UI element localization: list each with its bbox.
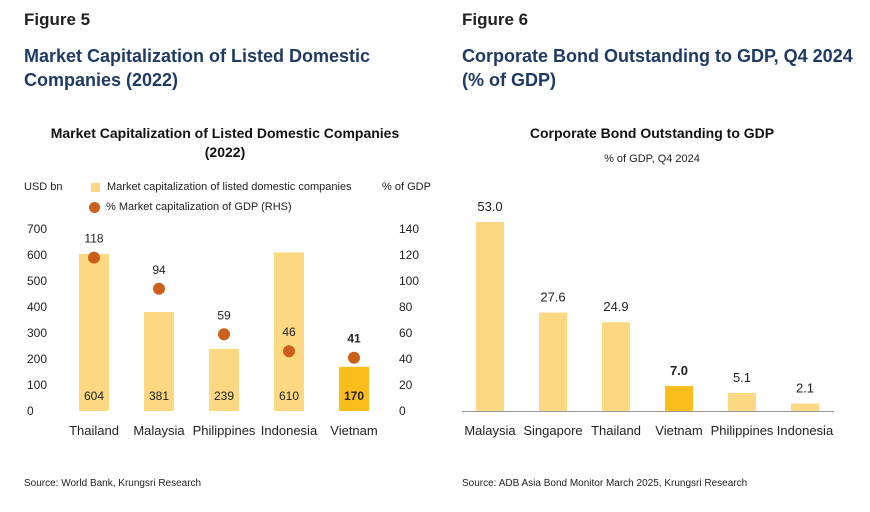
chart-1-bar [274,252,304,411]
figure-5-panel: Figure 5 Market Capitalization of Listed… [24,10,431,489]
chart-1-dot [283,345,295,358]
chart-1-dot [153,282,165,295]
chart-1-dot-value-label: 94 [152,263,166,277]
chart-1-left-tick-label: 400 [27,300,47,314]
figure-5-label: Figure 5 [24,10,91,29]
chart-1-bar-value-label: 381 [149,389,169,403]
legend-label-bar: Market capitalization of listed domestic… [107,181,352,193]
chart-1-right-axis-unit: % of GDP [382,181,431,193]
chart-1-dot [348,351,360,364]
chart-1-dot-value-label: 59 [217,308,231,322]
chart-1-bar [79,253,109,411]
chart-1-right-tick-label: 120 [399,248,419,262]
figure-5-title: Market Capitalization of Listed Domestic… [24,44,370,92]
chart-2-bar-value-label: 24.9 [603,299,628,314]
chart-1-bar-value-label: 170 [344,389,364,403]
chart-2-bar [728,392,756,411]
chart-1-plot: 0 100 200 300 400 500 600 700 0 20 40 60 80 100 120 140… [27,222,419,438]
chart-2-bar [539,312,567,411]
figure-6-title-line-2: (% of GDP) [462,70,556,90]
figure-6-title-line-1: Corporate Bond Outstanding to GDP, Q4 20… [462,46,853,66]
chart-1-title-line-1: Market Capitalization of Listed Domestic… [50,125,400,141]
chart-1-left-tick-label: 0 [27,404,34,418]
chart-1-dot-value-label: 41 [347,332,361,346]
chart-1-right-tick-label: 80 [399,300,413,314]
chart-2-bar-value-label: 7.0 [670,363,688,378]
chart-2-category-label: Philippines [711,423,774,438]
chart-1-dot [218,328,230,341]
chart-1-title-line-2: (2022) [204,144,246,160]
chart-1-right-tick-label: 40 [399,352,413,366]
chart-1-title: Market Capitalization of Listed Domestic… [24,124,426,162]
figure-6-title: Corporate Bond Outstanding to GDP, Q4 20… [462,44,853,92]
chart-1-left-axis-unit: USD bn [24,181,63,193]
chart-2-bar [791,403,819,411]
chart-1-category-label: Indonesia [261,423,318,438]
chart-1-bar [144,311,174,411]
chart-1-category-label: Thailand [69,423,119,438]
chart-1-dot [88,251,100,264]
legend-swatch-bar [91,182,100,192]
chart-1-bar-value-label: 610 [279,389,299,403]
chart-1-bar-value-label: 604 [84,389,104,403]
chart-1-category-label: Philippines [193,423,256,438]
chart-1-right-tick-label: 100 [399,274,419,288]
chart-1-left-tick-label: 100 [27,378,47,392]
chart-2-bar-value-label: 2.1 [796,381,814,396]
figure-6-label: Figure 6 [462,10,529,29]
chart-1-legend-item-dots: % Market capitalization of GDP (RHS) [89,201,292,213]
figure-6-panel: Figure 6 Corporate Bond Outstanding to G… [440,0,870,512]
chart-1-right-tick-label: 20 [399,378,413,392]
figure-5-title-line-1: Market Capitalization of Listed Domestic [24,46,371,66]
chart-1-category-label: Vietnam [330,423,377,438]
figure-5-title-line-2: Companies (2022) [24,70,179,90]
chart-1-left-tick-label: 600 [27,248,47,262]
chart-2-bar-value-label: 5.1 [733,370,751,385]
legend-label-dot: % Market capitalization of GDP (RHS) [106,201,292,213]
chart-1-right-tick-label: 0 [399,404,406,418]
chart-1-category-label: Malaysia [133,423,185,438]
chart-1-dot-value-label: 118 [84,232,103,246]
chart-1-bar-value-label: 239 [214,389,234,403]
legend-swatch-dot [89,201,100,213]
figure-5-source: Source: World Bank, Krungsri Research [24,478,202,489]
chart-2-category-label: Singapore [523,423,582,438]
chart-2-title: Corporate Bond Outstanding to GDP [529,125,775,141]
chart-2-category-label: Thailand [591,423,641,438]
chart-2-bar [602,322,630,411]
chart-2-category-label: Vietnam [655,423,702,438]
chart-1-legend-item-bars: Market capitalization of listed domestic… [91,181,352,193]
chart-2-bar [476,222,504,411]
chart-1-left-tick-label: 300 [27,326,47,340]
chart-2-subtitle: % of GDP, Q4 2024 [604,153,700,165]
chart-1-left-tick-label: 200 [27,352,47,366]
figure-6-source: Source: ADB Asia Bond Monitor March 2025… [462,478,748,489]
chart-1-dot-value-label: 46 [282,325,296,339]
chart-2-plot: 53.0 27.6 24.9 7.0 5.1 2.1 Malaysia Singapore Th… [462,199,834,438]
chart-2-bar-value-label: 27.6 [540,290,565,305]
chart-1-right-tick-label: 60 [399,326,413,340]
chart-1-bar [209,348,239,411]
chart-1-right-tick-label: 140 [399,222,419,236]
chart-2-category-label: Indonesia [777,423,834,438]
chart-2-bar [665,386,693,411]
chart-1-left-tick-label: 500 [27,274,47,288]
chart-2-bar-value-label: 53.0 [477,199,502,214]
chart-2-category-label: Malaysia [464,423,516,438]
chart-1-left-tick-label: 700 [27,222,47,236]
chart-1-bar [339,366,369,411]
